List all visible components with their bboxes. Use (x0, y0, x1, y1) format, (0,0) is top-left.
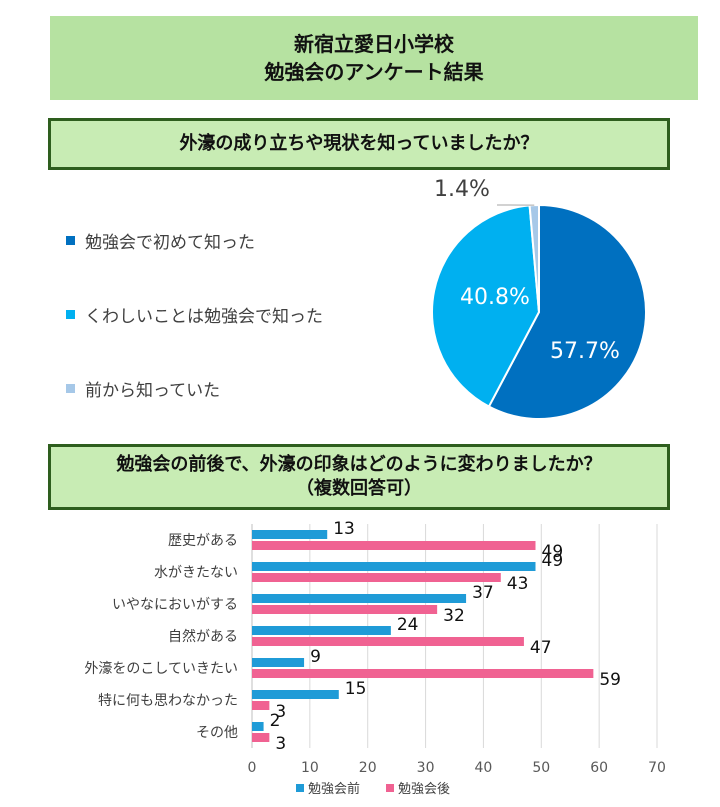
bar-before (252, 562, 536, 571)
category-label: 外濠をのこしていきたい (84, 660, 238, 677)
header-subtitle: 勉強会のアンケート結果 (264, 60, 484, 84)
data-label: 3 (275, 702, 286, 722)
bar-before (252, 658, 305, 667)
pie-legend-label: くわしいことは勉強会で知った (85, 307, 323, 327)
pie-legend-label: 勉強会で初めて知った (85, 233, 255, 253)
bar-before (252, 722, 264, 731)
legend-swatch (386, 784, 394, 792)
data-label: 37 (472, 583, 494, 603)
x-tick-label: 50 (532, 760, 550, 776)
question-2-note: （複数回答可） (296, 478, 422, 499)
legend-swatch (66, 236, 75, 245)
x-tick-label: 0 (248, 760, 257, 776)
question-2-text: 勉強会の前後で、外濠の印象はどのように変わりましたか？ (116, 454, 602, 475)
x-tick-label: 60 (590, 760, 608, 776)
pie-slice (431, 204, 541, 408)
pie-slice-label: 57.7% (550, 339, 620, 364)
bar-before (252, 594, 467, 603)
legend-swatch (66, 310, 75, 319)
data-label: 49 (542, 542, 564, 562)
bar-after (252, 605, 438, 614)
category-label: 特に何も思わなかった (98, 693, 238, 709)
data-label: 3 (275, 734, 286, 754)
x-tick-label: 20 (359, 760, 377, 776)
bar-after (252, 701, 270, 710)
bar-after (252, 637, 524, 646)
data-label: 13 (333, 519, 355, 539)
legend-swatch (66, 384, 75, 393)
data-label: 9 (310, 647, 321, 667)
question-1-text: 外濠の成り立ちや現状を知っていましたか？ (179, 133, 539, 154)
question-2-box: 勉強会の前後で、外濠の印象はどのように変わりましたか？ （複数回答可） (48, 444, 670, 510)
data-label: 32 (443, 606, 465, 626)
pie-slice-label: 1.4% (434, 177, 490, 202)
category-label: その他 (196, 725, 238, 741)
category-label: いやなにおいがする (112, 597, 238, 613)
category-label: 自然がある (168, 628, 238, 645)
x-tick-label: 30 (417, 760, 435, 776)
x-tick-label: 70 (648, 760, 666, 776)
data-label: 47 (530, 638, 552, 658)
data-label: 43 (507, 574, 529, 594)
data-label: 24 (397, 615, 419, 635)
bar-before (252, 626, 391, 635)
pie-slice (528, 203, 540, 313)
bar-after (252, 669, 594, 678)
bar-after (252, 573, 501, 582)
x-tick-label: 40 (475, 760, 493, 776)
pie-legend-item-2: くわしいことは勉強会で知った (66, 302, 323, 327)
legend-label: 勉強会前 (308, 781, 360, 797)
question-1-box: 外濠の成り立ちや現状を知っていましたか？ (48, 118, 670, 170)
legend-swatch (296, 784, 304, 792)
bar-before (252, 530, 328, 539)
data-label: 2 (270, 711, 281, 731)
pie-slice-label: 40.8% (460, 285, 530, 310)
header-banner: 新宿立愛日小学校 勉強会のアンケート結果 (50, 16, 698, 100)
data-label: 49 (542, 551, 564, 571)
data-label: 59 (599, 670, 621, 690)
x-tick-label: 10 (301, 760, 319, 776)
category-label: 歴史がある (168, 533, 238, 549)
header-school-name: 新宿立愛日小学校 (294, 32, 454, 56)
data-label: 15 (345, 679, 367, 699)
pie-legend-label: 前から知っていた (85, 381, 221, 401)
legend-label: 勉強会後 (398, 782, 450, 797)
pie-legend-item-1: 勉強会で初めて知った (66, 228, 255, 253)
bar-after (252, 541, 536, 550)
pie-slice (487, 203, 647, 420)
pie-legend-item-3: 前から知っていた (66, 376, 220, 401)
bar-before (252, 690, 339, 699)
category-label: 水がきたない (154, 565, 238, 581)
bar-after (252, 733, 270, 742)
